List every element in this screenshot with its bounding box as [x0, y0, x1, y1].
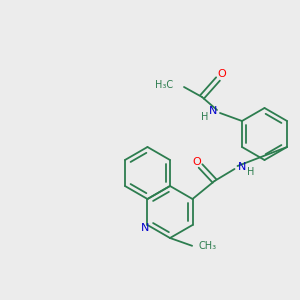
Text: O: O: [192, 157, 201, 167]
Text: CH₃: CH₃: [198, 241, 216, 251]
Text: H₃C: H₃C: [155, 80, 173, 90]
Text: N: N: [141, 223, 150, 233]
Text: H: H: [247, 167, 254, 177]
Text: N: N: [238, 162, 247, 172]
Text: H: H: [201, 112, 209, 122]
Text: O: O: [218, 69, 226, 79]
Text: N: N: [209, 106, 217, 116]
